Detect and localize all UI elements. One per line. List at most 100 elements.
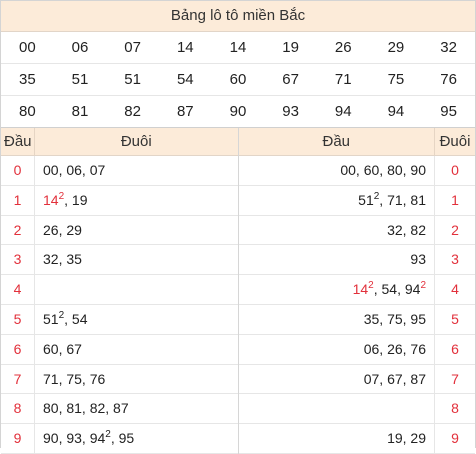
repeat-count: 2	[368, 280, 374, 292]
table-row: 7 71, 75, 76	[1, 364, 238, 395]
head-digit: 6	[1, 334, 35, 364]
value-number: 00, 60, 80, 90	[340, 162, 426, 178]
tail-values: 32, 35	[35, 245, 238, 274]
head-values: 142, 54, 942	[239, 275, 435, 304]
head-values: 93	[239, 245, 435, 275]
left-header-duoi: Đuôi	[120, 133, 152, 150]
table-row: 3 32, 35	[1, 245, 238, 276]
number-cell: 14	[158, 32, 212, 64]
tail-values: 71, 75, 76	[35, 365, 238, 394]
number-cell: 71	[316, 63, 370, 96]
repeat-count: 2	[58, 190, 65, 202]
value-number: 32, 82	[387, 221, 426, 238]
tail-digit: 3	[451, 251, 459, 268]
board-title: Bảng lô tô miền Bắc	[1, 1, 475, 32]
value-number: 60, 67	[43, 340, 82, 357]
head-values: 512, 71, 81	[239, 185, 435, 215]
tail-values: 512, 54	[35, 305, 238, 334]
value-number: 35, 75, 95	[363, 310, 426, 327]
value-number: 19, 29	[387, 430, 426, 447]
number-cell: 51	[53, 63, 107, 96]
number-cell: 14	[211, 32, 265, 64]
value-text: 80, 81, 82, 87	[43, 400, 129, 416]
right-header-dau: Đầu	[239, 128, 435, 155]
number-cell: 67	[264, 63, 317, 96]
value-number: 07, 67, 87	[363, 370, 426, 387]
tail-values: 26, 29	[35, 216, 238, 245]
head-values: 35, 75, 95	[239, 304, 435, 334]
tail-digit: 5	[451, 310, 459, 327]
head-values: 19, 29	[239, 424, 435, 453]
value-text: 06, 26, 76	[364, 341, 426, 357]
numbers-row: 35 51 51 54 60 67 71 75 76	[1, 63, 475, 96]
value-text: 2	[420, 281, 426, 297]
numbers-row: 00 06 07 14 14 19 26 29 32	[1, 32, 475, 64]
table-row: 6 60, 67	[1, 334, 238, 365]
number-cell: 82	[106, 95, 159, 128]
number-cell: 51	[106, 63, 159, 96]
value-text: 60, 67	[43, 341, 82, 357]
value-text: 142	[43, 190, 65, 208]
value-text: 26, 29	[43, 222, 82, 238]
head-digit: 5	[1, 304, 35, 334]
head-digit: 1	[1, 185, 35, 215]
number-cell: 60	[211, 63, 265, 96]
value-text: 00, 06, 07	[43, 162, 105, 178]
table-row: 00, 60, 80, 90 0	[238, 156, 475, 186]
number-cell: 94	[316, 95, 370, 128]
table-row: 06, 26, 76 6	[238, 334, 475, 365]
table-row: 8	[238, 394, 475, 425]
value-number: 90, 93, 94	[43, 430, 106, 447]
repeat-count: 2	[420, 280, 426, 292]
value-text: 142	[352, 280, 374, 298]
number-cell: 87	[158, 95, 212, 128]
table-row: 9 90, 93, 942, 95	[1, 424, 238, 454]
table-row: 5 512, 54	[1, 304, 238, 335]
value-number: , 54	[64, 310, 88, 327]
value-text: 90, 93, 942	[43, 430, 111, 447]
number-cell: 19	[264, 32, 317, 64]
tail-digit: 9	[451, 430, 459, 447]
number-cell: 76	[422, 63, 475, 96]
table-row: 93 3	[238, 245, 475, 276]
head-values: 00, 60, 80, 90	[239, 156, 435, 185]
table-row: 8 80, 81, 82, 87	[1, 394, 238, 425]
head-values: 06, 26, 76	[239, 334, 435, 364]
head-values: 32, 82	[239, 215, 435, 245]
value-number: 80, 81, 82, 87	[43, 400, 129, 417]
tail-digit: 4	[451, 281, 459, 298]
value-number: 71, 75, 76	[43, 370, 106, 387]
tail-values: 142, 19	[35, 186, 238, 215]
value-number: 14	[43, 191, 59, 208]
value-text: 19, 29	[387, 430, 426, 446]
tail-digit: 1	[451, 191, 459, 208]
value-number: , 19	[64, 191, 88, 208]
value-text: , 71, 81	[379, 192, 426, 208]
head-digit: 2	[1, 215, 35, 245]
head-values: 07, 67, 87	[239, 364, 435, 394]
tail-values: 00, 06, 07	[35, 156, 238, 185]
number-cell: 95	[422, 95, 475, 128]
value-number: 14	[352, 281, 369, 298]
value-text: 07, 67, 87	[364, 371, 426, 387]
value-number: 06, 26, 76	[363, 340, 426, 357]
value-text: , 54, 94	[374, 281, 421, 297]
value-text: 71, 75, 76	[43, 371, 105, 387]
tail-digit: 8	[451, 400, 459, 417]
value-text: 35, 75, 95	[364, 311, 426, 327]
value-number: 00, 06, 07	[43, 162, 106, 178]
repeat-count: 2	[373, 190, 380, 202]
value-text: , 54	[64, 311, 87, 327]
number-cell: 06	[53, 32, 107, 64]
numbers-row: 80 81 82 87 90 93 94 94 95	[1, 95, 475, 128]
tail-digit: 0	[451, 162, 459, 178]
number-cell: 94	[369, 95, 423, 128]
value-text: , 19	[64, 192, 87, 208]
head-digit: 3	[1, 245, 35, 275]
number-cell: 35	[1, 63, 54, 96]
tail-values: 80, 81, 82, 87	[35, 394, 238, 423]
left-header-dau: Đầu	[1, 128, 35, 155]
value-text: 93	[410, 251, 426, 267]
value-text: 00, 60, 80, 90	[340, 162, 426, 178]
